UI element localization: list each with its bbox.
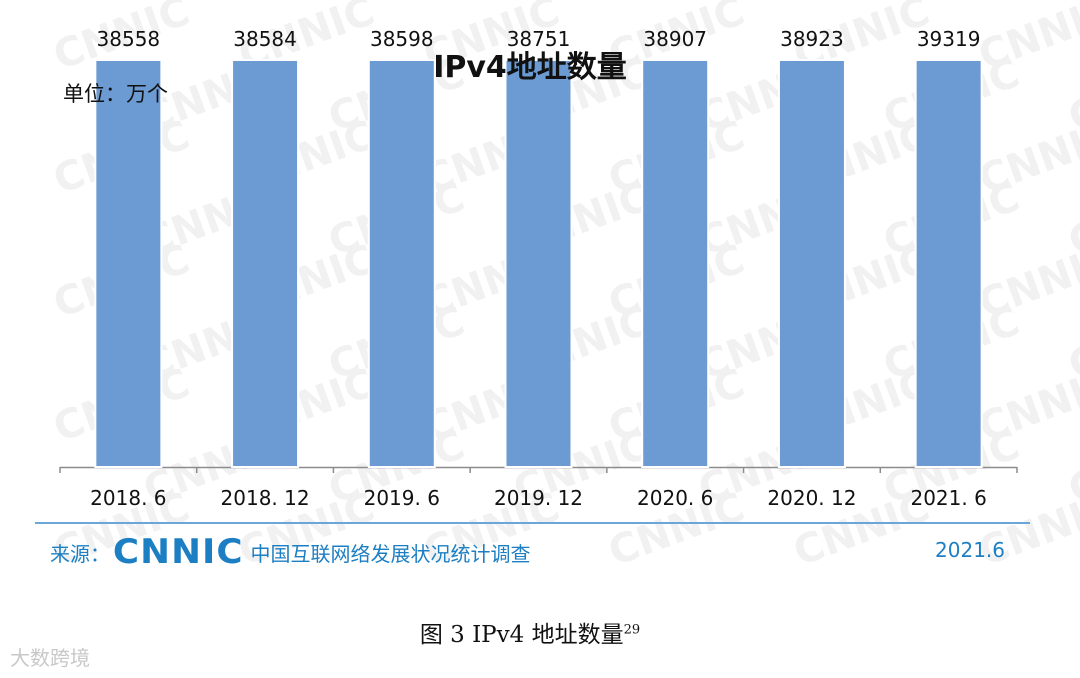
bar	[914, 59, 983, 468]
x-tick-label: 2020. 6	[637, 486, 713, 510]
source-org: 中国互联网络发展状况统计调查	[250, 541, 531, 566]
figure-caption: 图 3 IPv4 地址数量29	[0, 615, 1060, 649]
caption-text: 图 3 IPv4 地址数量	[419, 622, 624, 648]
bar	[504, 59, 573, 468]
cnnic-logo: CNNIC	[112, 532, 244, 572]
x-tick-label: 2019. 12	[494, 486, 583, 510]
x-tick-label: 2018. 12	[221, 486, 310, 510]
source-line: 来源： CNNIC 中国互联网络发展状况统计调查	[50, 532, 531, 572]
unit-label: 单位：万个	[63, 82, 168, 106]
x-tick-label: 2021. 6	[910, 486, 986, 510]
data-label: 38558	[97, 27, 161, 51]
bar	[641, 59, 710, 468]
bar	[367, 59, 436, 468]
data-label: 38923	[780, 27, 844, 51]
bar-chart: 38558 2018. 6 38584 2018. 12 38598 2019. 6 387…	[59, 27, 1018, 510]
data-label: 38598	[370, 27, 434, 51]
caption-footnote: 29	[623, 622, 641, 638]
source-date: 2021.6	[935, 538, 1005, 562]
data-label: 38907	[643, 27, 707, 51]
chart-area: CNNIC CNNIC CNNIC CNNIC CNNIC CNNIC CNNIC CNNIC…	[48, 0, 1080, 575]
source-label: 来源：	[50, 541, 110, 566]
data-label: 38751	[507, 27, 571, 51]
corner-watermark: 大数跨境	[10, 646, 90, 670]
x-tick-label: 2018. 6	[90, 486, 166, 510]
chart-title: IPv4地址数量	[433, 50, 627, 85]
data-label: 39319	[917, 27, 981, 51]
source-divider	[35, 522, 1030, 524]
data-label: 38584	[233, 27, 297, 51]
bar	[94, 59, 163, 468]
x-tick-label: 2020. 12	[767, 486, 856, 510]
bar	[777, 59, 846, 468]
x-tick-label: 2019. 6	[364, 486, 440, 510]
bar	[231, 59, 300, 468]
